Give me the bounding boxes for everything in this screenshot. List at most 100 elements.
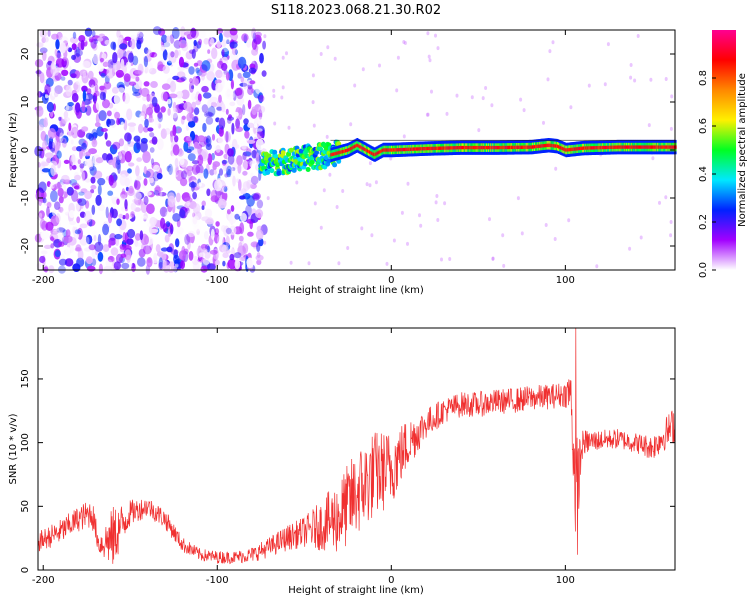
heatmap-cell bbox=[509, 145, 511, 150]
heatmap-cell bbox=[179, 209, 186, 219]
heatmap-cell bbox=[41, 37, 46, 44]
heatmap-cell bbox=[424, 147, 426, 151]
heatmap-cell bbox=[477, 128, 481, 133]
heatmap-cell bbox=[445, 146, 447, 150]
heatmap-cell bbox=[114, 111, 121, 119]
heatmap-cell bbox=[490, 103, 494, 108]
heatmap-cell bbox=[371, 151, 373, 155]
heatmap-cell bbox=[79, 211, 86, 218]
heatmap-cell bbox=[92, 95, 97, 102]
heatmap-cell bbox=[357, 144, 360, 148]
heatmap-cell bbox=[665, 145, 668, 149]
heatmap-cell bbox=[466, 145, 468, 150]
heatmap-x-tick-label: 0 bbox=[388, 275, 394, 286]
heatmap-cell bbox=[54, 201, 61, 210]
heatmap-cell bbox=[659, 145, 661, 149]
heatmap-cell bbox=[403, 41, 407, 45]
heatmap-cell bbox=[254, 31, 262, 38]
heatmap-cell bbox=[557, 144, 559, 148]
heatmap-cell bbox=[39, 47, 48, 54]
heatmap-cell bbox=[192, 215, 198, 225]
heatmap-cell bbox=[431, 146, 434, 151]
heatmap-cell bbox=[74, 185, 80, 190]
heatmap-cell bbox=[90, 176, 96, 184]
heatmap-cell bbox=[85, 132, 93, 140]
heatmap-cell bbox=[124, 151, 132, 163]
heatmap-cell bbox=[84, 158, 92, 167]
heatmap-cell bbox=[118, 138, 125, 147]
heatmap-cell bbox=[319, 225, 323, 230]
heatmap-cell bbox=[378, 150, 380, 154]
heatmap-cell bbox=[91, 138, 98, 148]
heatmap-cell bbox=[476, 145, 479, 150]
heatmap-cell bbox=[120, 194, 126, 201]
heatmap-cell bbox=[520, 231, 524, 236]
heatmap-cell bbox=[210, 228, 215, 240]
heatmap-cell bbox=[253, 123, 258, 128]
heatmap-cell bbox=[178, 56, 185, 68]
heatmap-cell bbox=[534, 145, 536, 149]
heatmap-cell bbox=[58, 195, 64, 204]
heatmap-cell bbox=[359, 145, 362, 149]
heatmap-cell bbox=[196, 228, 200, 235]
heatmap-cell bbox=[162, 223, 168, 233]
heatmap-cell bbox=[398, 148, 400, 152]
heatmap-cell bbox=[516, 145, 518, 149]
heatmap-cell bbox=[554, 144, 557, 148]
heatmap-cell bbox=[150, 81, 158, 88]
heatmap-cell bbox=[181, 115, 186, 121]
heatmap-cell bbox=[248, 67, 257, 74]
heatmap-cell bbox=[69, 179, 78, 186]
heatmap-cell bbox=[322, 188, 326, 193]
heatmap-cell bbox=[136, 157, 143, 162]
heatmap-cell bbox=[596, 146, 599, 150]
heatmap-cell bbox=[231, 122, 235, 135]
heatmap-cell bbox=[583, 146, 585, 150]
heatmap-cell bbox=[63, 159, 70, 164]
heatmap-cell bbox=[393, 148, 395, 152]
heatmap-cell bbox=[200, 232, 206, 243]
heatmap-cell bbox=[169, 224, 174, 235]
heatmap-cell bbox=[536, 144, 538, 149]
heatmap-cell bbox=[142, 245, 152, 255]
heatmap-cell bbox=[172, 75, 180, 81]
heatmap-cell bbox=[191, 48, 196, 59]
heatmap-cell bbox=[613, 145, 615, 149]
heatmap-cell bbox=[231, 167, 236, 172]
heatmap-cell bbox=[551, 143, 554, 148]
heatmap-cell bbox=[269, 168, 275, 174]
heatmap-cell bbox=[42, 50, 47, 61]
heatmap-cell bbox=[558, 145, 560, 149]
heatmap-cell bbox=[43, 244, 52, 249]
heatmap-cell bbox=[125, 213, 130, 220]
heatmap-cell bbox=[242, 71, 251, 79]
heatmap-cell bbox=[255, 36, 261, 45]
heatmap-cell bbox=[219, 73, 228, 78]
heatmap-cell bbox=[261, 165, 267, 171]
heatmap-cell bbox=[201, 200, 206, 207]
heatmap-cell bbox=[85, 178, 91, 183]
heatmap-cell bbox=[162, 146, 168, 159]
heatmap-cell bbox=[207, 105, 216, 118]
heatmap-cell bbox=[209, 37, 215, 46]
heatmap-cell bbox=[444, 146, 446, 150]
heatmap-cell bbox=[105, 259, 113, 268]
heatmap-cell bbox=[79, 223, 88, 229]
heatmap-cell bbox=[311, 100, 315, 105]
heatmap-cell bbox=[196, 172, 204, 180]
heatmap-cell bbox=[167, 108, 171, 116]
heatmap-cell bbox=[573, 147, 576, 151]
heatmap-cell bbox=[227, 148, 234, 157]
heatmap-cell bbox=[183, 197, 193, 203]
heatmap-cell bbox=[501, 233, 505, 238]
heatmap-cell bbox=[97, 251, 104, 262]
heatmap-cell bbox=[242, 181, 251, 191]
heatmap-cell bbox=[652, 145, 654, 149]
heatmap-cell bbox=[47, 29, 51, 37]
heatmap-cell bbox=[436, 218, 440, 222]
heatmap-cell bbox=[77, 249, 84, 261]
heatmap-cell bbox=[70, 73, 77, 78]
heatmap-cell bbox=[632, 145, 634, 149]
heatmap-cell bbox=[98, 110, 107, 122]
heatmap-cell bbox=[281, 55, 285, 60]
